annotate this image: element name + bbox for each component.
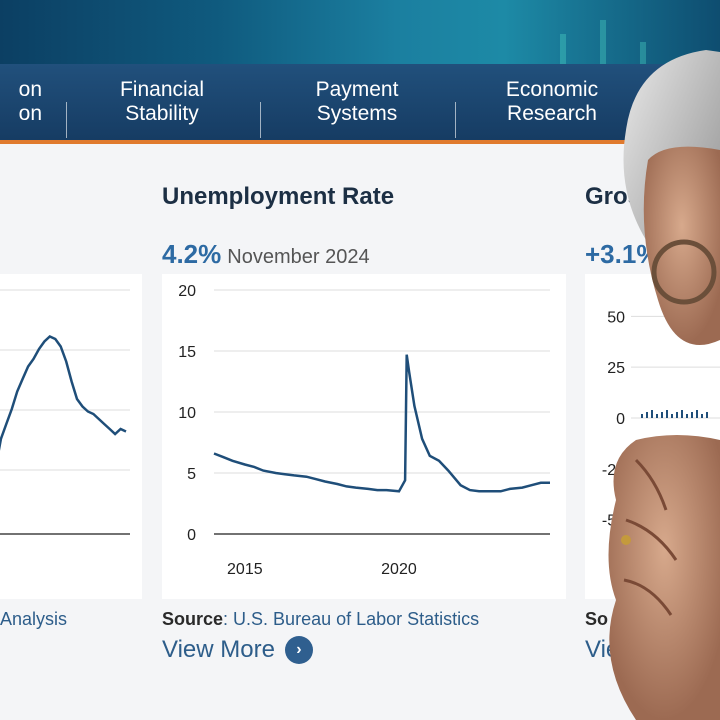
gdp-bar [706,412,708,418]
gdp-bar [671,414,673,418]
view-more-label: View More [162,636,275,663]
unemployment-period: November 2024 [227,246,370,268]
source-link[interactable]: U.S. Bureau of Labor Statistics [233,609,480,629]
y-tick-label: 15 [178,344,196,361]
gdp-chart: 50 25 0 -25 -50 [602,309,720,530]
main-nav: on on Financial Stability Payment System… [0,64,720,144]
unemployment-stat: 4.2% November 2024 [162,239,370,270]
gdp-chart-panel: 50 25 0 -25 -50 [585,274,720,599]
gdp-view-more-button[interactable]: Vie [585,636,619,664]
gdp-bar [686,414,688,418]
content-area: Analysis Unemployment Rate 4.2% November … [0,154,720,720]
view-more-button[interactable]: View More › [162,636,313,664]
unemployment-value: 4.2% [162,239,222,269]
hero-banner [0,0,720,64]
nav-item-label: Payment [315,78,399,101]
nav-item-label: on [18,78,42,101]
y-tick-label: 5 [187,466,196,483]
view-more-label: Vie [585,636,620,663]
gdp-bar [646,412,648,418]
unemployment-chart: 0 5 10 15 20 2015 2020 [178,283,550,578]
y-tick-label: 20 [178,283,196,300]
gdp-bar [696,410,698,418]
chevron-right-icon: › [284,636,313,664]
gdp-bar [661,412,663,418]
gdp-source: So [585,609,608,630]
nav-separator [260,102,261,138]
unemployment-source: Source: U.S. Bureau of Labor Statistics [162,609,480,629]
nav-item-label: Stability [125,102,199,125]
nav-item-financial-stability[interactable]: Financial Stability [82,78,242,126]
hero-decoration [560,34,566,64]
hero-decoration [600,20,606,64]
gdp-bar [676,412,678,418]
y-tick-label: -50 [602,513,625,530]
gdp-bar [666,410,668,418]
gdp-bar [651,410,653,418]
nav-item-label: on [18,102,42,125]
y-tick-label: 10 [178,405,196,422]
gdp-value: +3.1% [585,239,660,269]
left-chart-svg [0,289,130,535]
y-tick-label: -25 [602,462,625,479]
gdp-bar [641,414,643,418]
nav-item-label: Research [507,102,597,125]
chart-panel-left [0,274,142,599]
nav-item-partial[interactable]: on on [0,78,42,126]
nav-item-label: Economic [505,78,599,101]
gdp-bar [681,410,683,418]
y-tick-label: 50 [607,309,625,326]
unemployment-title: Unemployment Rate [162,183,395,210]
gdp-bar [691,412,693,418]
x-tick-label: 2015 [227,561,263,578]
unemployment-chart-panel: 0 5 10 15 20 2015 2020 [162,274,566,599]
source-label: So [585,609,609,629]
nav-item-label: Financial [119,78,205,101]
left-chart-line [0,335,127,451]
y-tick-label: 25 [607,360,625,377]
y-tick-label: 0 [616,411,625,428]
nav-item-economic-research[interactable]: Economic Research [472,78,632,126]
hero-decoration [640,42,646,64]
left-source[interactable]: Analysis [0,609,68,629]
nav-separator [66,102,67,138]
gdp-bar [656,414,658,418]
nav-separator [455,102,456,138]
nav-item-payment-systems[interactable]: Payment Systems [277,78,437,126]
gdp-stat: +3.1% [585,239,665,270]
y-tick-label: 0 [187,527,196,544]
gdp-bar [701,414,703,418]
gdp-title: Gros [585,183,642,210]
x-tick-label: 2020 [381,561,417,578]
source-label: Source [162,609,224,629]
unemployment-line [213,354,550,493]
left-chart-grid [0,289,130,535]
nav-item-label: Systems [316,102,398,125]
